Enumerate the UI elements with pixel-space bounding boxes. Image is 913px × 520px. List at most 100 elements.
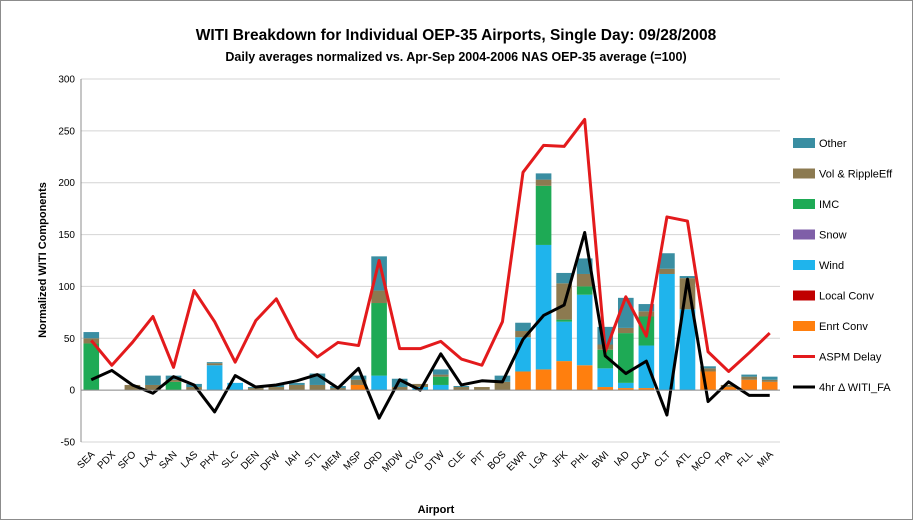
- bar-segment: [761, 376, 778, 380]
- bar-segment: [494, 381, 511, 391]
- x-tick-label: CLT: [652, 449, 673, 470]
- bar-segment: [617, 333, 634, 383]
- bar-segment: [145, 384, 161, 391]
- y-tick-label: -50: [61, 438, 76, 449]
- bar-segment: [474, 387, 490, 391]
- legend-swatch: [793, 168, 815, 179]
- legend-label: Local Conv: [819, 291, 875, 303]
- y-tick-label: 250: [58, 126, 75, 137]
- x-tick-label: BOS: [486, 449, 509, 472]
- bar-segment: [165, 379, 182, 382]
- x-tick-label: PIT: [469, 449, 488, 468]
- x-tick-label: LGA: [528, 449, 550, 471]
- bar-segment: [371, 303, 387, 376]
- y-axis-title: Normalized WITI Components: [37, 182, 49, 338]
- y-tick-label: 100: [58, 282, 75, 293]
- bar-segment: [515, 331, 531, 338]
- bar-segment: [535, 369, 552, 391]
- bar-segment: [617, 327, 634, 334]
- bar-segment: [720, 384, 737, 388]
- bar-segment: [227, 382, 244, 391]
- bar-segment: [432, 384, 449, 391]
- series-line: [90, 117, 771, 373]
- bar-segment: [350, 375, 367, 380]
- x-tick-label: MEM: [320, 449, 344, 473]
- bar-segment: [638, 388, 655, 391]
- y-tick-label: 0: [69, 386, 75, 397]
- bar-segment: [597, 387, 614, 391]
- x-axis-title: Airport: [418, 504, 455, 516]
- x-tick-label: BWI: [590, 449, 611, 470]
- bar-segment: [617, 382, 634, 389]
- legend-swatch: [793, 260, 815, 270]
- x-tick-label: IAH: [283, 449, 303, 469]
- bar-segment: [597, 349, 614, 369]
- x-tick-label: DCA: [630, 449, 653, 472]
- bar-segment: [515, 322, 531, 332]
- bar-segment: [700, 366, 716, 369]
- x-tick-label: MCO: [690, 449, 714, 473]
- bar-segment: [597, 368, 614, 388]
- y-tick-label: 300: [58, 75, 75, 86]
- bar-segment: [535, 179, 552, 186]
- legend-swatch: [793, 138, 815, 148]
- bar-segment: [638, 345, 655, 389]
- line-series: [90, 117, 771, 420]
- bar-segment: [659, 268, 675, 274]
- bar-segment: [371, 290, 387, 304]
- legend-swatch: [793, 199, 815, 209]
- bar-segment: [247, 388, 264, 391]
- bar-segment: [432, 374, 449, 377]
- bar-segment: [556, 361, 572, 391]
- bar-segment: [186, 387, 202, 391]
- bar-segment: [679, 309, 696, 391]
- bar-segment: [453, 385, 470, 388]
- bar-segment: [535, 173, 552, 180]
- chart-title: WITI Breakdown for Individual OEP-35 Air…: [196, 27, 717, 44]
- bar-segment: [617, 388, 634, 391]
- x-tick-label: CVG: [403, 449, 426, 472]
- x-tick-label: TPA: [714, 449, 735, 470]
- bar-segment: [761, 381, 778, 391]
- x-tick-label: PDX: [96, 449, 119, 472]
- gridlines: [81, 78, 780, 443]
- legend-label: 4hr Δ WITI_FA: [819, 382, 891, 394]
- bar-segment: [515, 371, 531, 391]
- x-tick-label: FLL: [735, 449, 755, 469]
- x-tick-label: DTW: [423, 449, 447, 473]
- legend-label: Wind: [819, 260, 844, 272]
- y-tick-label: 50: [64, 334, 76, 345]
- bar-segment: [289, 382, 305, 385]
- bar-segment: [576, 273, 593, 287]
- bar-segment: [268, 387, 285, 391]
- legend-label: Other: [819, 138, 847, 150]
- legend-swatch: [793, 229, 815, 240]
- bar-segment: [576, 294, 593, 366]
- bar-segment: [659, 253, 675, 269]
- bar-segment: [289, 384, 305, 391]
- x-tick-label: MDW: [380, 449, 406, 475]
- chart-subtitle: Daily averages normalized vs. Apr-Sep 20…: [225, 50, 686, 64]
- bar-segment: [576, 286, 593, 295]
- x-tick-label: MIA: [755, 449, 776, 470]
- bar-segment: [432, 376, 449, 385]
- x-tick-label: CLE: [446, 449, 468, 471]
- x-tick-label: IAD: [612, 449, 632, 469]
- bar-segment: [638, 304, 655, 312]
- legend-label: ASPM Delay: [819, 352, 882, 364]
- legend-label: Enrt Conv: [819, 321, 868, 333]
- x-tick-label: DFW: [259, 449, 283, 473]
- bar-segment: [412, 383, 429, 388]
- bar-segment: [741, 379, 757, 391]
- legend-swatch: [793, 321, 815, 331]
- bar-segment: [206, 365, 223, 391]
- legend-label: IMC: [819, 199, 839, 211]
- bar-segment: [309, 373, 326, 385]
- x-tick-label: PHX: [198, 449, 221, 472]
- x-tick-label: DEN: [239, 449, 262, 472]
- stacked-bars: [83, 173, 778, 391]
- bar-segment: [83, 332, 100, 339]
- x-tick-label: SEA: [75, 449, 97, 471]
- x-tick-label: EWR: [505, 449, 529, 473]
